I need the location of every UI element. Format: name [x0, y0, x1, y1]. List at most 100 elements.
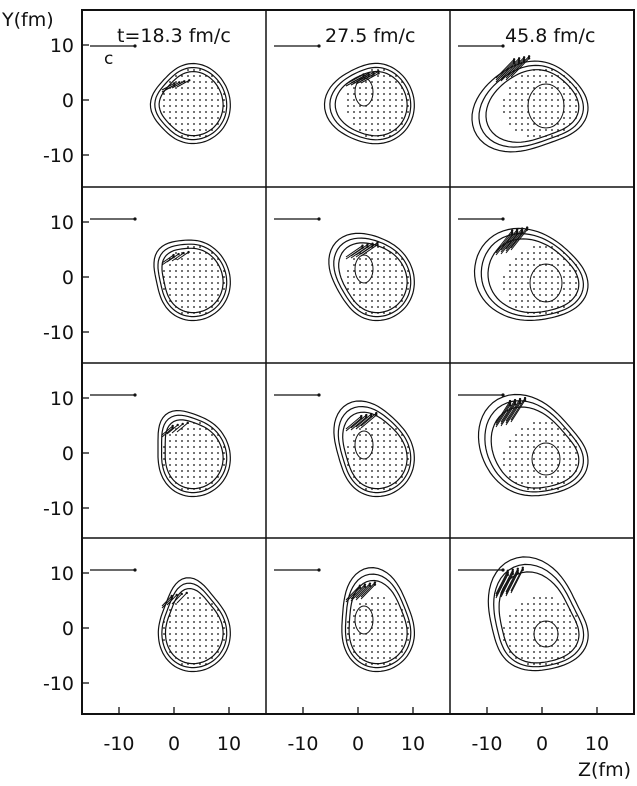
density-dot: [371, 428, 373, 430]
panel-r4-c1: [90, 568, 231, 673]
density-dot: [557, 282, 559, 284]
density-dot: [193, 434, 195, 436]
density-dot: [187, 434, 189, 436]
density-dot: [365, 312, 367, 314]
density-dot: [389, 282, 391, 284]
density-dot: [211, 621, 213, 623]
density-dot: [515, 476, 517, 478]
density-dot: [515, 111, 517, 113]
density-dot: [557, 111, 559, 113]
density-dot: [217, 294, 219, 296]
density-dot: [521, 294, 523, 296]
flow-arrow: [495, 404, 511, 428]
density-dot: [533, 482, 535, 484]
density-dot: [371, 282, 373, 284]
x-tick-label: 0: [168, 733, 180, 755]
density-dot: [401, 452, 403, 454]
flow-arrow-tip: [365, 415, 368, 419]
flow-arrow-tip: [171, 424, 174, 428]
density-dot: [551, 597, 553, 599]
velocity-scale-tip: [317, 217, 321, 221]
density-dot: [377, 282, 379, 284]
density-dot: [365, 627, 367, 629]
density-dot: [199, 621, 201, 623]
density-dot: [353, 633, 355, 635]
density-dot: [521, 657, 523, 659]
density-dot: [401, 639, 403, 641]
density-dot: [359, 105, 361, 107]
density-dot: [193, 627, 195, 629]
density-dot: [353, 111, 355, 113]
density-dot: [533, 105, 535, 107]
density-dot: [211, 81, 213, 83]
density-dot: [193, 306, 195, 308]
density-dot: [181, 135, 183, 137]
density-dot: [545, 93, 547, 95]
density-dot: [389, 452, 391, 454]
flow-arrow-tip: [375, 411, 378, 415]
y-tick-label: -10: [43, 145, 74, 167]
flow-arrow-tip: [363, 585, 367, 588]
flow-arrow: [510, 399, 526, 423]
density-dot: [539, 434, 541, 436]
density-dot: [515, 639, 517, 641]
density-dot: [371, 458, 373, 460]
density-dot: [515, 440, 517, 442]
density-dot: [205, 609, 207, 611]
density-contour: [484, 400, 585, 493]
flow-arrows: [345, 411, 378, 432]
panel-r2-c2: [274, 217, 415, 322]
flow-arrow-tip: [508, 401, 512, 405]
density-dot: [175, 252, 177, 254]
density-dots: [503, 422, 577, 490]
density-dot: [217, 111, 219, 113]
density-dot: [509, 627, 511, 629]
density-dot: [533, 81, 535, 83]
y-tick-label: 0: [62, 618, 74, 640]
density-dot: [539, 81, 541, 83]
density-dot: [533, 93, 535, 95]
density-dot: [163, 288, 165, 290]
density-dot: [181, 111, 183, 113]
inner-contour: [354, 605, 374, 635]
density-dot: [383, 488, 385, 490]
density-dot: [169, 446, 171, 448]
density-dot: [371, 294, 373, 296]
flow-arrow: [355, 585, 371, 601]
density-dot: [383, 440, 385, 442]
density-dot: [199, 99, 201, 101]
density-dot: [521, 258, 523, 260]
density-dot: [557, 458, 559, 460]
density-dot: [187, 482, 189, 484]
density-dot: [205, 276, 207, 278]
density-contour: [473, 227, 589, 321]
flow-arrow-tip: [170, 594, 173, 598]
density-dot: [557, 609, 559, 611]
density-dot: [199, 135, 201, 137]
density-dot: [551, 99, 553, 101]
density-dot: [359, 609, 361, 611]
density-dot: [371, 422, 373, 424]
flow-arrow: [495, 400, 511, 424]
density-dot: [521, 123, 523, 125]
density-dot: [163, 633, 165, 635]
density-dot: [563, 300, 565, 302]
density-dot: [557, 440, 559, 442]
density-dot: [395, 440, 397, 442]
flow-arrows: [161, 79, 191, 93]
density-dot: [205, 434, 207, 436]
flow-arrow: [345, 73, 364, 85]
inner-contour: [529, 263, 563, 303]
y-tick-label: 10: [50, 212, 74, 234]
density-contour: [157, 409, 231, 498]
density-dot: [521, 615, 523, 617]
density-dot: [521, 117, 523, 119]
flow-arrow-tip: [510, 229, 514, 232]
density-dot: [193, 105, 195, 107]
flow-arrow-tip: [372, 71, 375, 74]
flow-arrow: [360, 414, 377, 429]
density-dot: [515, 645, 517, 647]
density-dot: [205, 99, 207, 101]
density-dot: [515, 470, 517, 472]
density-dot: [187, 87, 189, 89]
